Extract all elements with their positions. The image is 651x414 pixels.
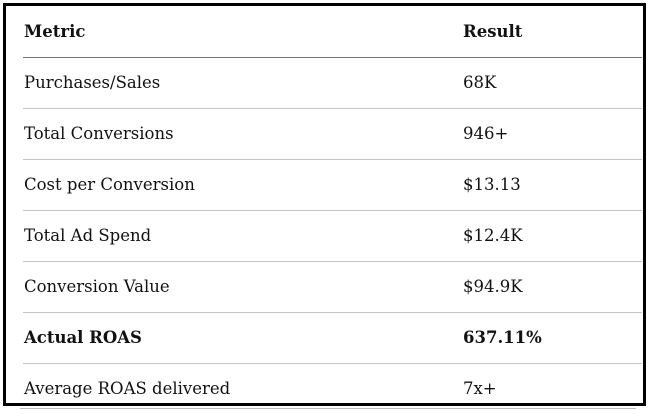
result-cell: $12.4K [462, 211, 642, 262]
table-header: Metric Result [23, 8, 642, 58]
bottom-divider [20, 408, 636, 409]
metric-cell: Conversion Value [23, 262, 462, 313]
table-row: Total Conversions 946+ [23, 109, 642, 160]
metric-cell: Total Ad Spend [23, 211, 462, 262]
table-row: Average ROAS delivered 7x+ [23, 364, 642, 414]
metric-cell: Cost per Conversion [23, 160, 462, 211]
header-row: Metric Result [23, 8, 642, 58]
result-cell: 637.11% [462, 313, 642, 364]
metric-cell: Purchases/Sales [23, 58, 462, 109]
table-frame: Metric Result Purchases/Sales 68K Total … [3, 3, 646, 406]
results-table: Metric Result Purchases/Sales 68K Total … [23, 8, 642, 414]
result-column-header: Result [462, 8, 642, 58]
table-row: Conversion Value $94.9K [23, 262, 642, 313]
metric-cell: Total Conversions [23, 109, 462, 160]
table-row: Cost per Conversion $13.13 [23, 160, 642, 211]
table-row: Total Ad Spend $12.4K [23, 211, 642, 262]
result-cell: 946+ [462, 109, 642, 160]
table-row: Purchases/Sales 68K [23, 58, 642, 109]
result-cell: $94.9K [462, 262, 642, 313]
table-row-highlighted: Actual ROAS 637.11% [23, 313, 642, 364]
metric-cell: Actual ROAS [23, 313, 462, 364]
result-cell: 7x+ [462, 364, 642, 414]
metric-column-header: Metric [23, 8, 462, 58]
result-cell: 68K [462, 58, 642, 109]
result-cell: $13.13 [462, 160, 642, 211]
metric-cell: Average ROAS delivered [23, 364, 462, 414]
table-body: Purchases/Sales 68K Total Conversions 94… [23, 58, 642, 414]
